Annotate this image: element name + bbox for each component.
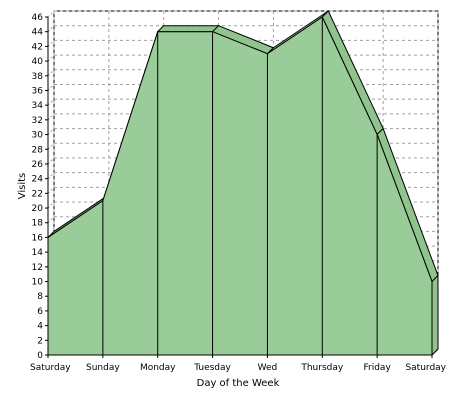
x-tick-label: Wed bbox=[258, 363, 278, 373]
area-top-face bbox=[156, 25, 220, 33]
area-end-face bbox=[431, 274, 439, 357]
y-grid-depth-line bbox=[47, 172, 55, 180]
y-grid-depth-line bbox=[47, 128, 55, 135]
y-grid-depth-line bbox=[47, 186, 55, 194]
x-tick-label: Saturday bbox=[405, 363, 446, 373]
y-grid-depth-line bbox=[47, 40, 55, 47]
y-tick-label: 14 bbox=[32, 248, 44, 258]
y-tick-label: 12 bbox=[32, 263, 43, 273]
y-grid-depth-line bbox=[47, 25, 55, 33]
y-tick-label: 34 bbox=[32, 101, 44, 111]
y-tick-label: 40 bbox=[32, 57, 44, 67]
y-grid-depth-line bbox=[47, 216, 55, 224]
area-series-front bbox=[47, 16, 433, 356]
x-tick-label: Sunday bbox=[86, 363, 120, 373]
y-tick-label: 20 bbox=[32, 204, 44, 214]
y-grid-depth-line bbox=[47, 98, 55, 106]
y-tick-label: 44 bbox=[32, 28, 44, 38]
y-tick-label: 42 bbox=[32, 42, 43, 52]
axis-layer: 0246810121416182022242628303234363840424… bbox=[30, 13, 447, 373]
y-tick-label: 26 bbox=[32, 160, 44, 170]
y-tick-label: 22 bbox=[32, 189, 43, 199]
y-tick-label: 0 bbox=[37, 351, 43, 361]
y-tick-label: 6 bbox=[37, 307, 43, 317]
x-axis-title: Day of the Week bbox=[197, 378, 280, 389]
y-tick-label: 10 bbox=[32, 278, 44, 288]
y-tick-label: 2 bbox=[37, 336, 43, 346]
y-tick-label: 24 bbox=[32, 175, 44, 185]
x-tick-label: Tuesday bbox=[193, 363, 231, 373]
y-grid-depth-line bbox=[47, 84, 55, 91]
y-grid-depth-line bbox=[47, 201, 55, 209]
y-grid-depth-line bbox=[47, 157, 55, 165]
y-tick-label: 16 bbox=[32, 233, 44, 243]
y-tick-label: 36 bbox=[32, 86, 44, 96]
y-grid-depth-line bbox=[47, 69, 55, 77]
area-layer bbox=[47, 10, 439, 357]
y-tick-label: 38 bbox=[32, 72, 44, 82]
y-grid-depth-line bbox=[47, 10, 55, 18]
y-tick-label: 18 bbox=[32, 219, 44, 229]
x-tick-label: Saturday bbox=[30, 363, 71, 373]
y-grid-depth-line bbox=[47, 54, 55, 62]
y-tick-label: 32 bbox=[32, 116, 43, 126]
y-axis-title: Visits bbox=[17, 173, 28, 200]
x-tick-label: Monday bbox=[140, 363, 176, 373]
y-tick-label: 28 bbox=[32, 145, 44, 155]
x-tick-label: Thursday bbox=[300, 363, 344, 373]
y-tick-label: 30 bbox=[32, 131, 44, 141]
y-grid-depth-line bbox=[47, 142, 55, 150]
y-tick-label: 4 bbox=[37, 322, 43, 332]
y-tick-label: 8 bbox=[37, 292, 43, 302]
y-tick-label: 46 bbox=[32, 13, 44, 23]
x-tick-label: Friday bbox=[364, 363, 392, 373]
y-grid-depth-line bbox=[47, 113, 55, 121]
